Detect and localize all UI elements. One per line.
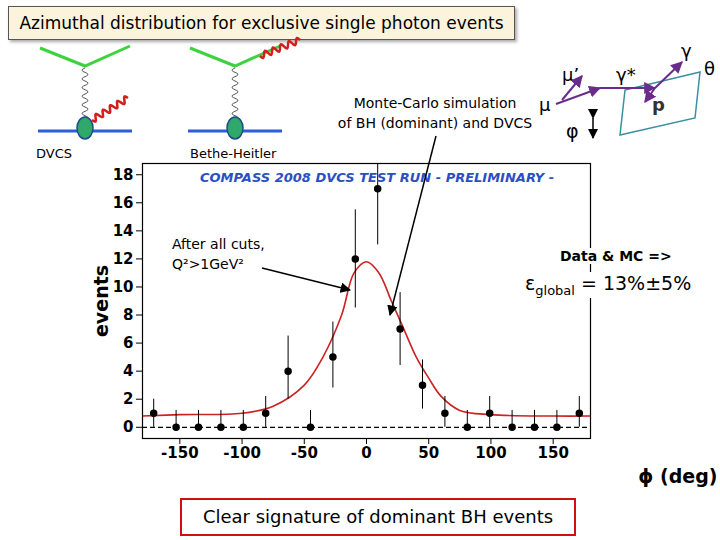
svg-text:50: 50	[418, 444, 439, 462]
svg-text:0: 0	[123, 418, 133, 436]
svg-text:2: 2	[123, 390, 133, 408]
html-text:Bethe-Heitler: Bethe-Heitler	[190, 146, 277, 161]
html-text:φ: φ	[566, 120, 579, 142]
html-text:Azimuthal distribution for exc: Azimuthal distribution for exclusive sin…	[19, 13, 504, 33]
svg-text:8: 8	[123, 306, 133, 324]
svg-text:14: 14	[113, 222, 134, 240]
svg-text:18: 18	[113, 166, 134, 184]
html-text:After all cuts,: After all cuts,	[172, 236, 265, 252]
svg-text:16: 16	[113, 194, 134, 212]
html-text:Q²>1GeV²: Q²>1GeV²	[172, 256, 244, 272]
svg-text:events: events	[90, 265, 112, 337]
html-text:Clear signature of dominant BH: Clear signature of dominant BH events	[202, 506, 554, 527]
html-text:of BH (dominant) and DVCS: of BH (dominant) and DVCS	[337, 115, 533, 131]
svg-text:12: 12	[113, 250, 134, 268]
svg-text:ϕ (deg): ϕ (deg)	[638, 465, 717, 487]
html-text:DVCS: DVCS	[36, 146, 72, 161]
html-text:p: p	[652, 94, 665, 115]
html-text:μ’: μ’	[562, 64, 580, 85]
svg-text:0: 0	[361, 444, 371, 462]
svg-text:-150: -150	[161, 444, 199, 462]
html-text:εglobal= 13%±5%: εglobal= 13%±5%	[525, 272, 692, 298]
svg-text:100: 100	[475, 444, 506, 462]
svg-text:10: 10	[113, 278, 134, 296]
html-text:Data & MC =>: Data & MC =>	[560, 248, 672, 264]
svg-text:6: 6	[123, 334, 133, 352]
html-text:Monte-Carlo simulation: Monte-Carlo simulation	[353, 95, 517, 111]
html-text:COMPASS 2008 DVCS TEST RUN - P: COMPASS 2008 DVCS TEST RUN - PRELIMINARY…	[200, 170, 554, 185]
svg-text:150: 150	[538, 444, 569, 462]
html-text:γ: γ	[681, 40, 692, 61]
html-text:θ: θ	[704, 58, 715, 79]
html-text:μ: μ	[539, 94, 551, 115]
svg-text:4: 4	[123, 362, 133, 380]
svg-text:-50: -50	[291, 444, 318, 462]
html-text:γ*: γ*	[616, 64, 636, 85]
svg-text:-100: -100	[223, 444, 261, 462]
